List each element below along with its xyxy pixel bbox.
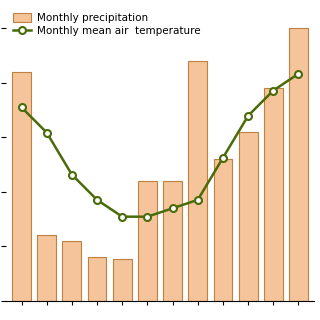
Bar <box>239 132 258 301</box>
Bar <box>88 257 107 301</box>
Bar <box>138 181 157 301</box>
Bar <box>188 61 207 301</box>
Legend: Monthly precipitation, Monthly mean air  temperature: Monthly precipitation, Monthly mean air … <box>12 12 201 37</box>
Bar <box>289 28 308 301</box>
Bar <box>12 72 31 301</box>
Bar <box>213 159 232 301</box>
Bar <box>163 181 182 301</box>
Bar <box>113 260 132 301</box>
Bar <box>37 236 56 301</box>
Bar <box>62 241 81 301</box>
Bar <box>264 88 283 301</box>
